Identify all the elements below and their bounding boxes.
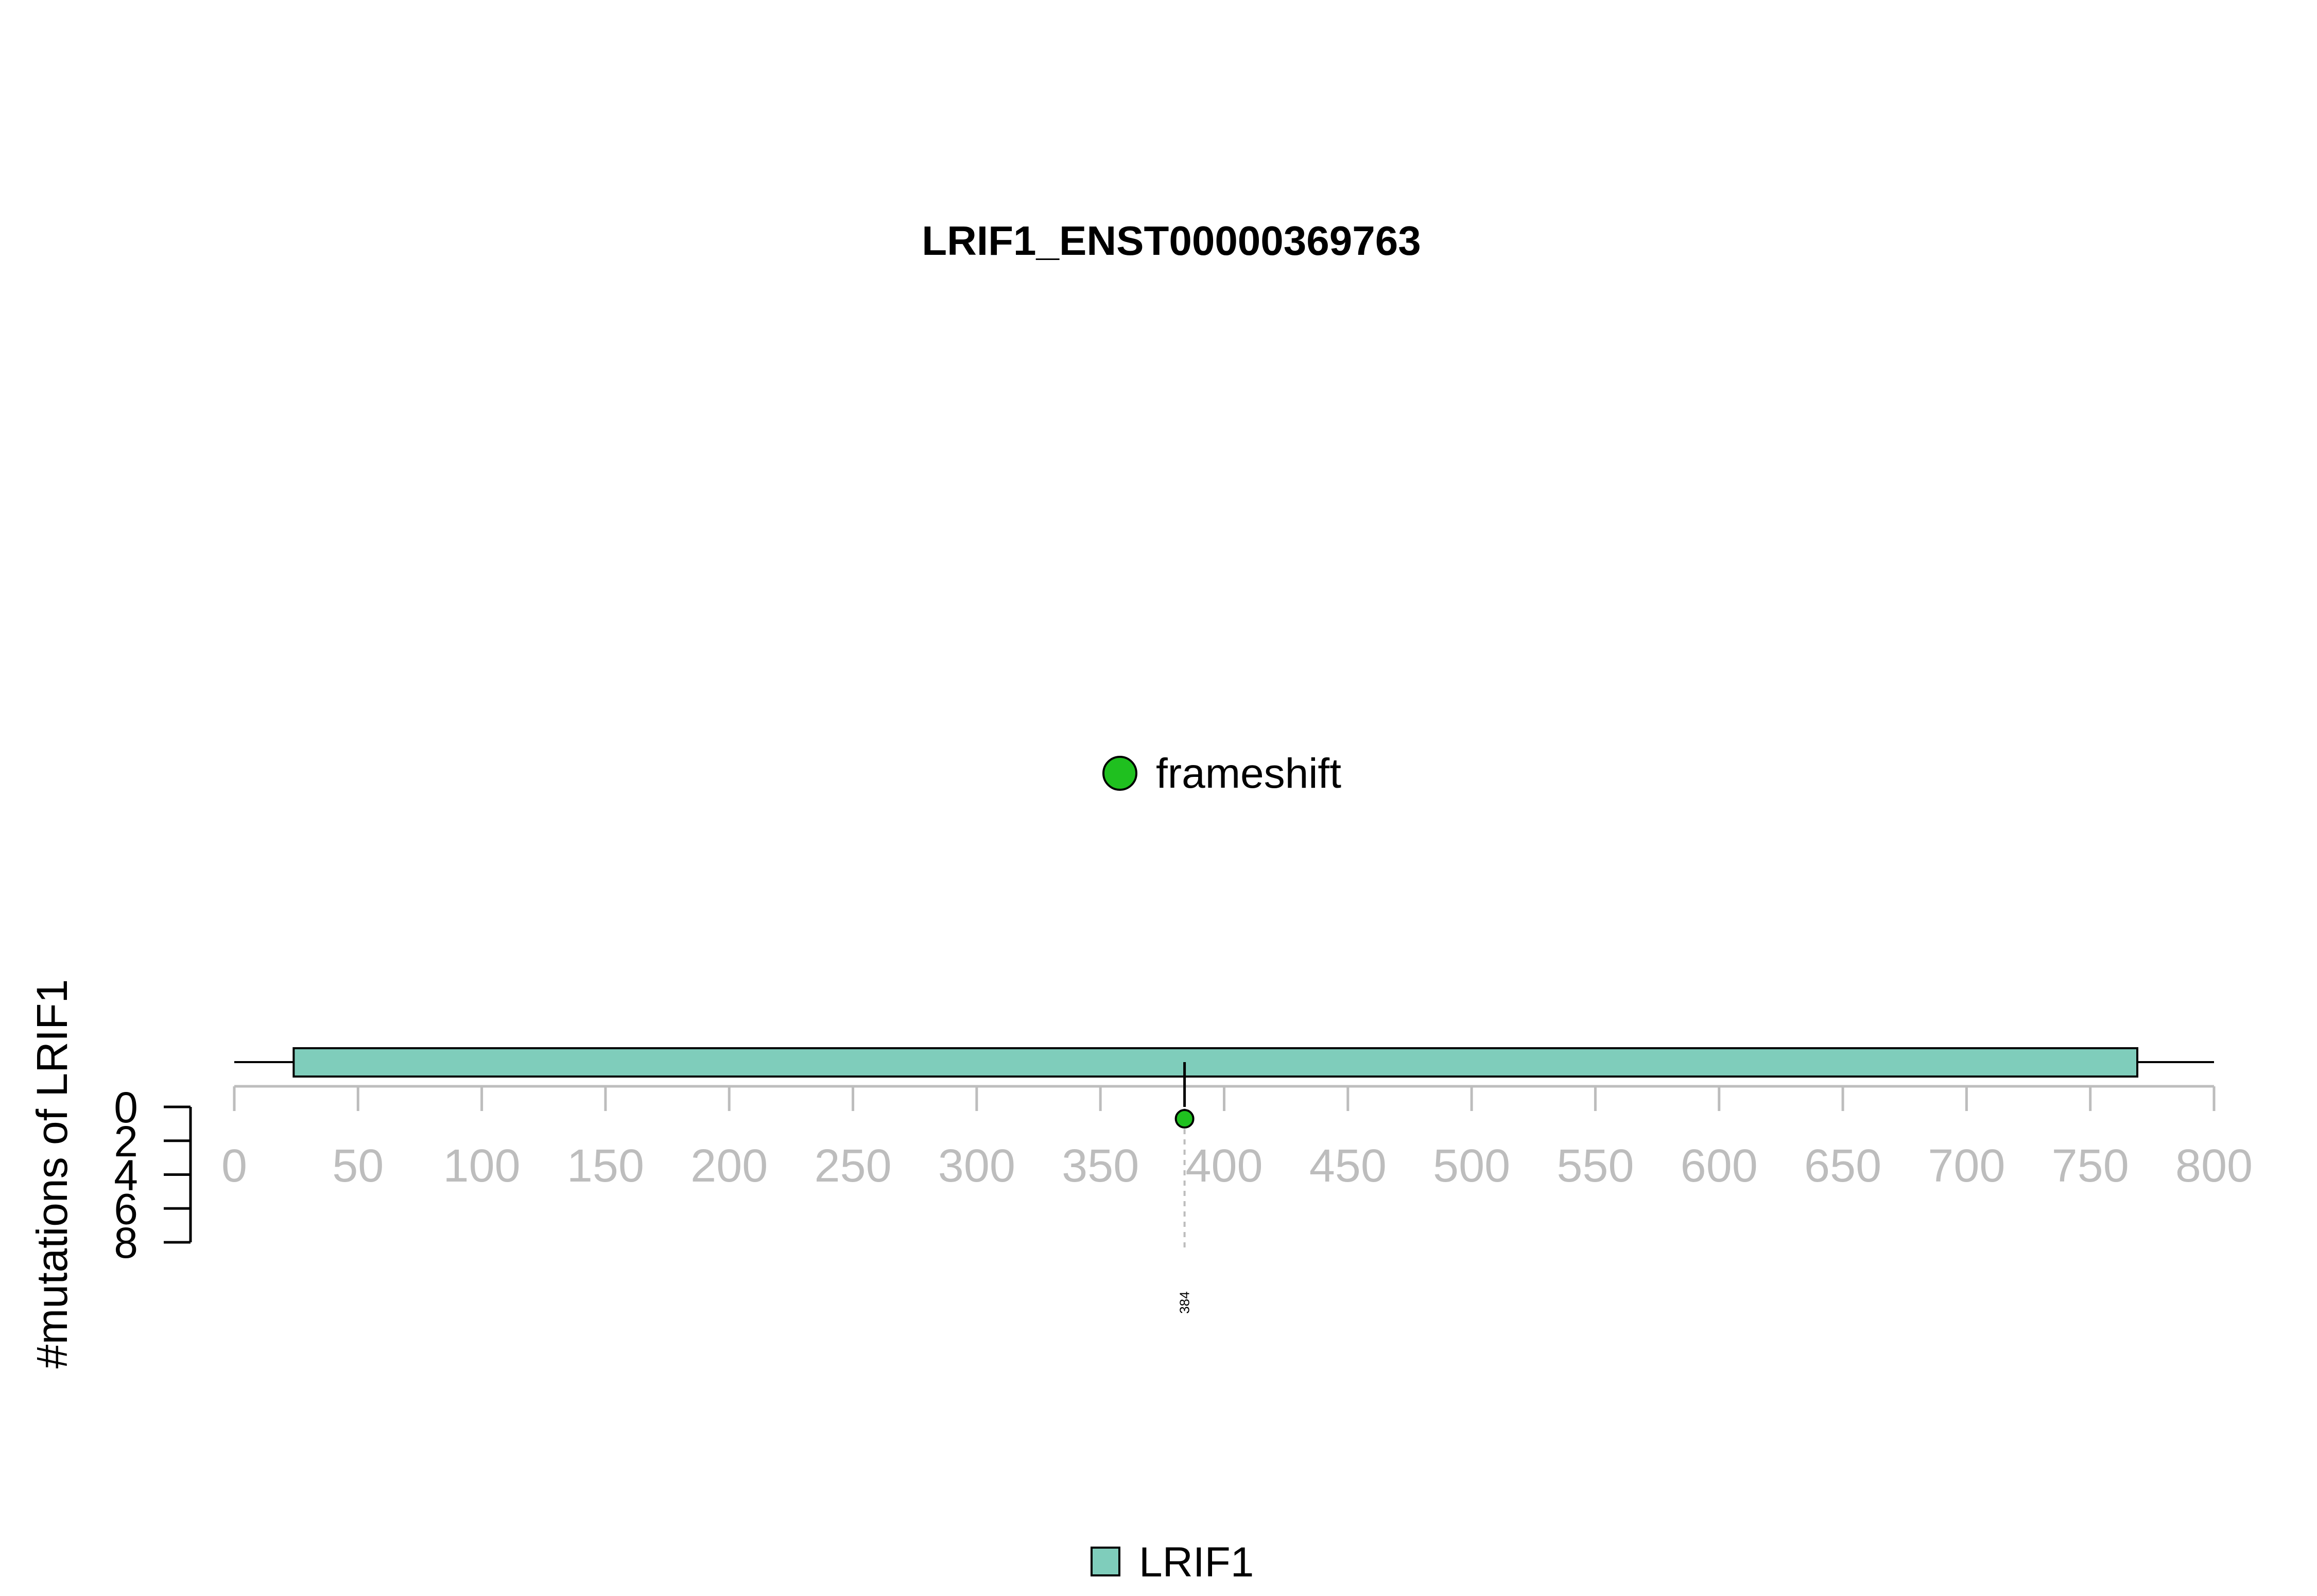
mutation-point [1174, 1109, 1195, 1129]
legend-label: LRIF1 [1139, 1539, 1254, 1586]
x-tick-label: 50 [332, 1140, 384, 1192]
x-tick-label: 500 [1433, 1140, 1510, 1192]
domain-lrif1 [292, 1047, 2139, 1078]
y-tick-label: 6 [114, 1185, 138, 1233]
y-tick-label: 8 [114, 1219, 138, 1267]
x-axis: 0 50 100 150 200 250 300 350 400 450 500 550 600 650 7… [221, 1085, 2253, 1192]
x-tick-label: 450 [1309, 1140, 1387, 1192]
x-tick-label: 600 [1681, 1140, 1758, 1192]
x-tick-label: 0 [221, 1140, 247, 1192]
x-tick-label: 400 [1185, 1140, 1263, 1192]
x-tick-label: 100 [443, 1140, 521, 1192]
mutation-layer: 384 [1174, 1062, 1195, 1314]
y-tick-label: 4 [114, 1151, 138, 1200]
domain-legend: LRIF1 [1091, 1539, 1254, 1586]
x-tick-label: 800 [2175, 1140, 2253, 1192]
x-tick-label: 750 [2052, 1140, 2129, 1192]
x-tick-label: 200 [690, 1140, 768, 1192]
mutation-type-legend: frameshift [1102, 750, 1341, 797]
domain-layer [292, 1047, 2139, 1078]
x-tick-label: 550 [1557, 1140, 1634, 1192]
legend-swatch [1091, 1547, 1120, 1576]
y-axis-label: #mutations of LRIF1 [28, 979, 76, 1368]
y-tick-label: 0 [114, 1083, 138, 1132]
chart-title: LRIF1_ENST00000369763 [922, 218, 1421, 264]
mutation-position-label: 384 [1177, 1291, 1192, 1313]
x-tick-label: 250 [814, 1140, 891, 1192]
x-tick-label: 700 [1928, 1140, 2005, 1192]
y-tick-label: 2 [114, 1117, 138, 1166]
x-tick-label: 650 [1804, 1140, 1881, 1192]
legend-label: frameshift [1156, 750, 1341, 797]
legend-marker-icon [1102, 756, 1137, 791]
x-tick-label: 150 [567, 1140, 644, 1192]
x-tick-label: 350 [1062, 1140, 1139, 1192]
x-tick-label: 300 [938, 1140, 1015, 1192]
